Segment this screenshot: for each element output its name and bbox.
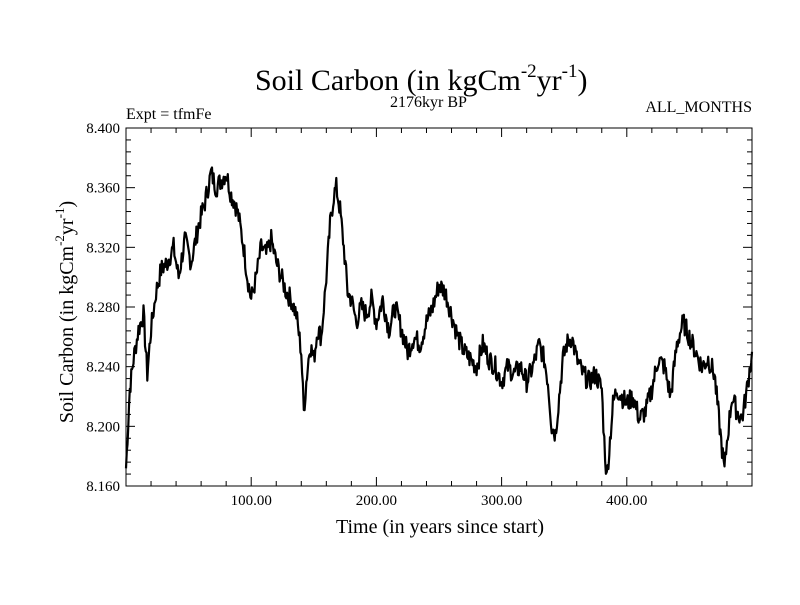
chart-title-exp2: -1: [562, 61, 578, 82]
x-tick-label: 200.00: [356, 493, 397, 509]
x-tick-label: 100.00: [231, 493, 272, 509]
y-tick-labels: 8.160 8.200 8.240 8.280 8.320 8.360 8.400: [86, 121, 120, 495]
chart-subtitle: 2176kyr BP: [390, 94, 467, 111]
months-label: ALL_MONTHS: [645, 99, 752, 116]
x-tick-label: 400.00: [606, 493, 647, 509]
chart-title: Soil Carbon (in kgCm-2yr-1): [255, 61, 588, 97]
y-axis-label: Soil Carbon (in kgCm-2yr-1): [52, 201, 78, 423]
x-tick-label: 300.00: [481, 493, 522, 509]
y-axis-label-mid: yr: [56, 218, 78, 235]
x-axis-label: Time (in years since start): [336, 516, 544, 538]
series-line-soil-carbon: [124, 166, 754, 475]
y-tick-label: 8.360: [86, 181, 120, 197]
chart-title-exp1: -2: [521, 61, 537, 82]
chart-title-mid: yr: [537, 64, 562, 97]
y-tick-label: 8.320: [86, 240, 120, 256]
experiment-label: Expt = tfmFe: [126, 106, 211, 123]
y-tick-label: 8.280: [86, 300, 120, 316]
x-tick-labels: 100.00 200.00 300.00 400.00: [231, 493, 648, 509]
y-axis-label-exp2: -1: [52, 208, 67, 219]
y-axis-label-main: Soil Carbon (in kgCm: [56, 245, 78, 423]
chart-title-close: ): [578, 64, 588, 97]
chart-title-main: Soil Carbon (in kgCm: [255, 64, 521, 97]
y-tick-label: 8.160: [86, 479, 120, 495]
y-axis-label-exp1: -2: [52, 235, 67, 246]
y-tick-label: 8.240: [86, 360, 120, 376]
y-tick-label: 8.200: [86, 419, 120, 435]
y-tick-label: 8.400: [86, 121, 120, 137]
y-axis-label-close: ): [56, 201, 78, 208]
